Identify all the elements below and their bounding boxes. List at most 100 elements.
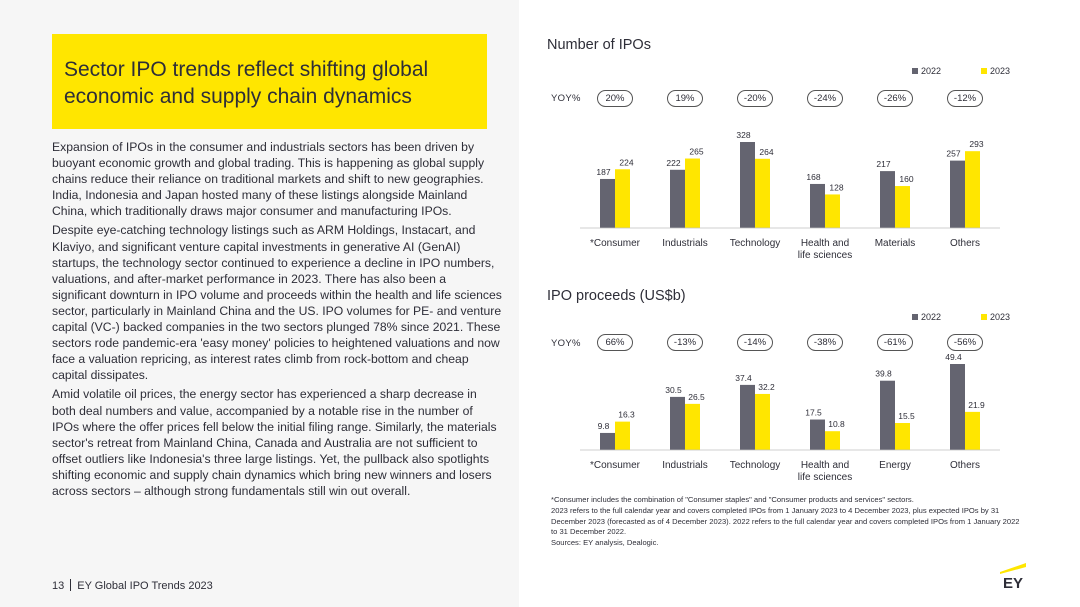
legend-label-2023: 2023 xyxy=(990,312,1011,322)
body-text: Expansion of IPOs in the consumer and in… xyxy=(52,139,502,502)
publication-name: EY Global IPO Trends 2023 xyxy=(77,580,213,592)
data-label-2022-technology: 37.4 xyxy=(735,373,752,383)
bar-2022-others xyxy=(950,364,965,450)
category-label-others: Others xyxy=(950,238,980,249)
data-label-2023-technology: 264 xyxy=(759,147,773,157)
bar-2022-consumer xyxy=(600,432,615,450)
yoy-pill-technology: -20% xyxy=(737,90,773,107)
data-label-2022-others: 257 xyxy=(946,149,960,159)
category-label-materials: Materials xyxy=(875,238,916,249)
yoy-pill-others: -56% xyxy=(947,334,983,351)
yoy-label-ipo-proceeds: YOY% xyxy=(551,338,581,349)
bar-2023-energy xyxy=(895,423,910,450)
bar-2022-energy xyxy=(880,380,895,450)
yoy-pill-health-and-life-sciences: -24% xyxy=(807,90,843,107)
bar-2022-industrials xyxy=(670,396,685,450)
bar-2022-consumer xyxy=(600,178,615,228)
footnote-consumer: *Consumer includes the combination of "C… xyxy=(551,495,914,504)
bar-2022-health-and-life-sciences xyxy=(810,183,825,228)
category-label-technology: Technology xyxy=(730,460,781,471)
yoy-pill-consumer: 66% xyxy=(597,334,633,351)
data-label-2023-energy: 15.5 xyxy=(898,411,915,421)
legend-swatch-2023 xyxy=(981,314,988,320)
legend-item-2022: 2022 xyxy=(912,312,941,322)
data-label-2022-technology: 328 xyxy=(736,130,750,140)
legend-label-2023: 2023 xyxy=(990,66,1011,76)
chart-title-ipo-proceeds: IPO proceeds (US$b) xyxy=(547,288,686,304)
data-label-2022-materials: 217 xyxy=(876,159,890,169)
paragraph-2: Despite eye-catching technology listings… xyxy=(52,223,502,383)
ey-logo: EY xyxy=(1000,563,1026,590)
category-label-consumer: *Consumer xyxy=(590,460,641,471)
data-label-2022-industrials: 30.5 xyxy=(665,385,682,395)
yoy-pill-others: -12% xyxy=(947,90,983,107)
footnote-period: 2023 refers to the full calendar year an… xyxy=(551,505,1020,537)
bar-2023-industrials xyxy=(685,403,700,450)
page-title: Sector IPO trends reflect shifting globa… xyxy=(64,58,429,108)
data-label-2023-industrials: 26.5 xyxy=(688,392,705,402)
bar-2022-materials xyxy=(880,171,895,228)
bar-2023-health-and-life-sciences xyxy=(825,194,840,228)
data-label-2023-others: 21.9 xyxy=(968,400,985,410)
data-label-2023-materials: 160 xyxy=(899,174,913,184)
data-label-2022-energy: 39.8 xyxy=(875,369,892,379)
bar-2023-technology xyxy=(755,158,770,228)
data-label-2023-health-and-life-sciences: 128 xyxy=(829,182,843,192)
legend-ipo-proceeds: 2022 2023 xyxy=(912,312,1010,322)
legend-swatch-2022 xyxy=(912,68,918,74)
title-box: Sector IPO trends reflect shifting globa… xyxy=(52,34,487,129)
category-label-others: Others xyxy=(950,460,980,471)
legend-ipo-count: 2022 2023 xyxy=(912,66,1010,76)
bar-chart-ipo-count: 187 224 *Consumer 222 265 Industrials 328 264 Te… xyxy=(580,130,1000,261)
paragraph-3: Amid volatile oil prices, the energy sec… xyxy=(52,387,497,498)
category-label-consumer: *Consumer xyxy=(590,238,641,249)
data-label-2022-industrials: 222 xyxy=(666,158,680,168)
paragraph-1: Expansion of IPOs in the consumer and in… xyxy=(52,140,485,219)
bar-2023-consumer xyxy=(615,169,630,228)
data-label-2022-health-and-life-sciences: 168 xyxy=(806,172,820,182)
yoy-pill-energy: -61% xyxy=(877,334,913,351)
footnote-sources: Sources: EY analysis, Dealogic. xyxy=(551,538,659,548)
category-label-industrials: Industrials xyxy=(662,238,708,249)
bar-2022-technology xyxy=(740,384,755,450)
bar-2023-others xyxy=(965,411,980,450)
category-label-technology: Technology xyxy=(730,238,781,249)
bar-2023-consumer xyxy=(615,421,630,450)
data-label-2022-health-and-life-sciences: 17.5 xyxy=(805,408,822,418)
yoy-pill-health-and-life-sciences: -38% xyxy=(807,334,843,351)
category-label-industrials: Industrials xyxy=(662,460,708,471)
category-label-health-and-life-sciences: Health and life sciences xyxy=(798,460,852,483)
bar-2022-others xyxy=(950,160,965,228)
bar-2022-technology xyxy=(740,142,755,228)
legend-item-2023: 2023 xyxy=(981,66,1010,76)
yoy-pill-technology: -14% xyxy=(737,334,773,351)
ey-logo-text: EY xyxy=(1003,575,1023,590)
bar-chart-ipo-proceeds: 9.8 16.3 *Consumer 30.5 26.5 Industrials 37.4 3… xyxy=(580,352,1000,483)
bar-2023-materials xyxy=(895,186,910,228)
footer: 13 EY Global IPO Trends 2023 xyxy=(52,579,213,592)
data-label-2022-consumer: 187 xyxy=(596,167,610,177)
legend-label-2022: 2022 xyxy=(921,66,942,76)
legend-swatch-2023 xyxy=(981,68,988,74)
yoy-pill-materials: -26% xyxy=(877,90,913,107)
yoy-pill-industrials: 19% xyxy=(667,90,703,107)
data-label-2023-others: 293 xyxy=(969,139,983,149)
legend-item-2023: 2023 xyxy=(981,312,1010,322)
bar-2023-health-and-life-sciences xyxy=(825,431,840,450)
data-label-2023-health-and-life-sciences: 10.8 xyxy=(828,419,845,429)
page-number: 13 xyxy=(52,580,65,592)
footnotes: *Consumer includes the combination of "C… xyxy=(551,495,1021,549)
ey-logo-beam xyxy=(1000,563,1026,574)
bar-2023-industrials xyxy=(685,158,700,228)
bar-2023-technology xyxy=(755,393,770,450)
legend-swatch-2022 xyxy=(912,314,918,320)
category-label-health-and-life-sciences: Health and life sciences xyxy=(798,238,852,261)
legend-item-2022: 2022 xyxy=(912,66,941,76)
yoy-pill-consumer: 20% xyxy=(597,90,633,107)
chart-title-ipo-count: Number of IPOs xyxy=(547,37,651,53)
bar-2022-industrials xyxy=(670,169,685,228)
data-label-2022-consumer: 9.8 xyxy=(598,421,610,431)
data-label-2023-consumer: 16.3 xyxy=(618,410,635,420)
data-label-2023-industrials: 265 xyxy=(689,147,703,157)
category-label-energy: Energy xyxy=(879,460,911,471)
